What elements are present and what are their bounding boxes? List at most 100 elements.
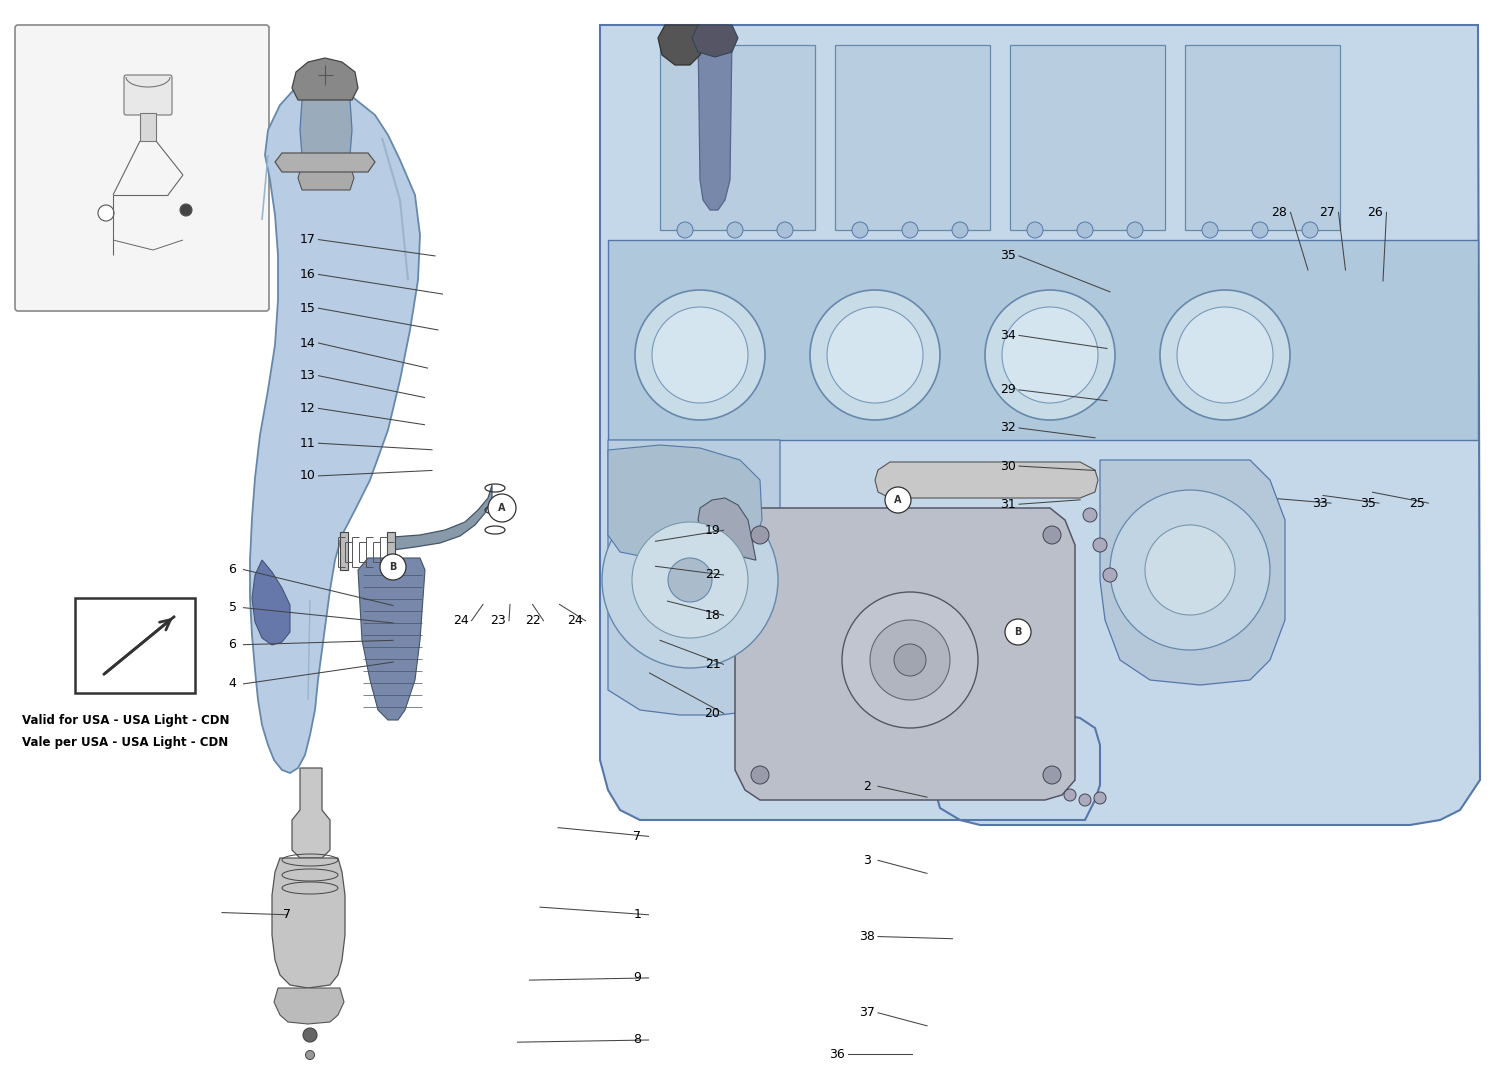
- Circle shape: [1042, 526, 1060, 544]
- Text: 18: 18: [705, 609, 720, 622]
- Circle shape: [1042, 766, 1060, 784]
- Text: 14: 14: [300, 337, 315, 350]
- Text: Valid for USA - USA Light - CDN: Valid for USA - USA Light - CDN: [22, 714, 230, 727]
- Text: 33: 33: [1312, 497, 1328, 510]
- Text: 21: 21: [705, 658, 720, 671]
- Text: 3: 3: [862, 854, 871, 867]
- Text: 24: 24: [567, 614, 582, 627]
- Text: 24: 24: [453, 614, 468, 627]
- Polygon shape: [658, 25, 705, 65]
- Polygon shape: [272, 858, 345, 988]
- Polygon shape: [274, 988, 344, 1024]
- Text: 26: 26: [1368, 206, 1383, 219]
- Bar: [387, 533, 394, 570]
- Circle shape: [1028, 222, 1042, 238]
- Polygon shape: [252, 560, 290, 645]
- Circle shape: [1005, 619, 1031, 645]
- Circle shape: [98, 205, 114, 221]
- Bar: [836, 45, 990, 230]
- Circle shape: [1144, 525, 1234, 615]
- Text: 7: 7: [633, 830, 642, 843]
- Circle shape: [652, 307, 748, 403]
- Text: 6: 6: [228, 563, 237, 576]
- Text: 8: 8: [633, 1033, 642, 1047]
- FancyBboxPatch shape: [124, 75, 172, 115]
- Text: 27: 27: [1320, 206, 1335, 219]
- Circle shape: [1077, 222, 1094, 238]
- Text: 36: 36: [830, 1048, 844, 1061]
- Circle shape: [870, 620, 950, 700]
- Polygon shape: [1100, 460, 1286, 685]
- Text: 38: 38: [859, 930, 874, 943]
- Text: 20: 20: [705, 707, 720, 720]
- Circle shape: [1110, 490, 1270, 650]
- Text: 13: 13: [300, 369, 315, 382]
- Circle shape: [728, 222, 742, 238]
- Circle shape: [676, 222, 693, 238]
- Text: B: B: [1014, 627, 1022, 637]
- Polygon shape: [735, 507, 1076, 800]
- Circle shape: [894, 644, 926, 676]
- Text: 30: 30: [1000, 460, 1016, 473]
- Text: 23: 23: [490, 614, 506, 627]
- Circle shape: [303, 1028, 316, 1042]
- Text: 17: 17: [300, 233, 315, 246]
- Text: 35: 35: [1360, 497, 1376, 510]
- Polygon shape: [692, 25, 738, 57]
- Text: 2: 2: [862, 780, 871, 793]
- Circle shape: [827, 307, 922, 403]
- Circle shape: [668, 558, 712, 602]
- Circle shape: [777, 222, 794, 238]
- Polygon shape: [698, 25, 732, 210]
- Circle shape: [852, 222, 868, 238]
- Text: 22: 22: [705, 568, 720, 582]
- Circle shape: [885, 487, 910, 513]
- Text: 28: 28: [1272, 206, 1287, 219]
- Text: 34: 34: [1000, 329, 1016, 342]
- FancyBboxPatch shape: [15, 25, 268, 311]
- Polygon shape: [251, 68, 420, 773]
- Circle shape: [1078, 794, 1090, 806]
- Text: 10: 10: [300, 469, 315, 482]
- Text: 5: 5: [228, 601, 237, 614]
- Polygon shape: [698, 498, 756, 560]
- Circle shape: [1083, 507, 1096, 522]
- Circle shape: [902, 222, 918, 238]
- Text: Vale per USA - USA Light - CDN: Vale per USA - USA Light - CDN: [22, 736, 228, 749]
- Text: 25: 25: [1410, 497, 1425, 510]
- Bar: [1010, 45, 1166, 230]
- Text: 31: 31: [1000, 498, 1016, 511]
- Circle shape: [842, 592, 978, 729]
- Text: 11: 11: [300, 437, 315, 450]
- Circle shape: [180, 204, 192, 216]
- Bar: [75, 598, 195, 693]
- Text: 6: 6: [228, 638, 237, 651]
- Circle shape: [752, 766, 770, 784]
- Polygon shape: [300, 65, 352, 166]
- Circle shape: [1202, 222, 1218, 238]
- Text: 4: 4: [228, 677, 237, 690]
- Circle shape: [752, 526, 770, 544]
- Bar: [608, 240, 1478, 440]
- Text: 19: 19: [705, 524, 720, 537]
- Polygon shape: [292, 768, 330, 858]
- Polygon shape: [274, 152, 375, 172]
- Circle shape: [1252, 222, 1268, 238]
- Polygon shape: [600, 25, 1480, 825]
- Polygon shape: [298, 166, 354, 189]
- Circle shape: [306, 1051, 315, 1060]
- Circle shape: [810, 290, 940, 420]
- Polygon shape: [358, 558, 424, 720]
- Circle shape: [1094, 538, 1107, 552]
- Text: 7: 7: [284, 908, 291, 921]
- FancyBboxPatch shape: [140, 113, 156, 140]
- Text: 1: 1: [633, 908, 642, 921]
- Polygon shape: [608, 445, 762, 562]
- Text: A: A: [498, 503, 506, 513]
- Bar: [340, 533, 348, 570]
- Circle shape: [1002, 307, 1098, 403]
- Polygon shape: [393, 485, 492, 550]
- Circle shape: [1178, 307, 1274, 403]
- Polygon shape: [608, 440, 780, 715]
- Circle shape: [488, 494, 516, 522]
